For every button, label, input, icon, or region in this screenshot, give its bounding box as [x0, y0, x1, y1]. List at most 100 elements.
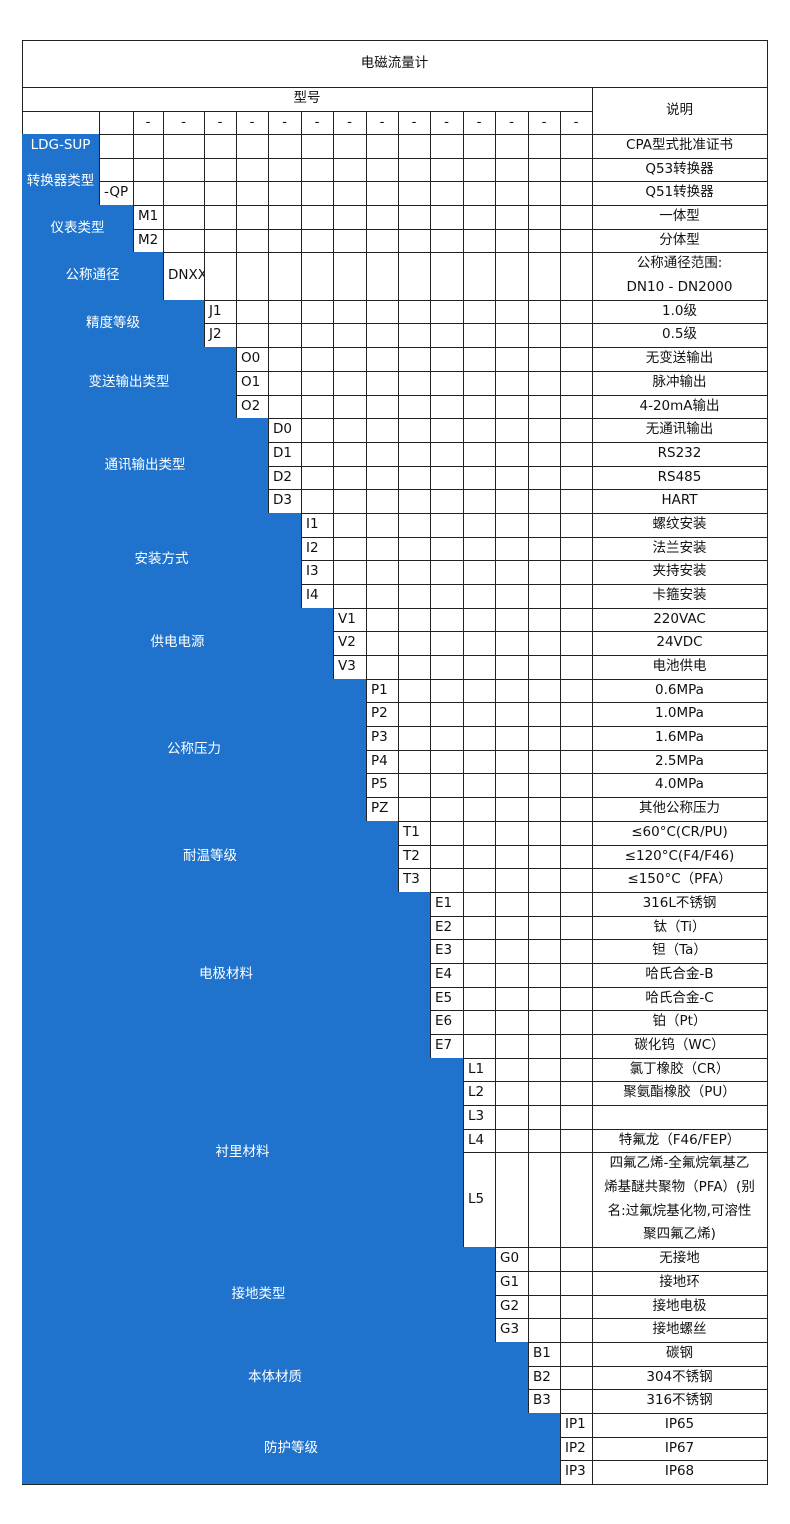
empty-cell: [366, 299, 399, 325]
description: 脉冲输出: [592, 370, 768, 396]
empty-cell: [528, 1057, 561, 1083]
empty-cell: [163, 157, 205, 183]
empty-cell: [430, 181, 464, 207]
empty-cell: [495, 465, 529, 491]
empty-cell: [204, 205, 237, 230]
desc-header: 说明: [592, 87, 768, 135]
empty-cell: [495, 441, 529, 467]
empty-cell: [528, 962, 561, 988]
empty-cell: [560, 749, 593, 775]
empty-cell: [236, 228, 269, 254]
description: ≤150°C（PFA）: [592, 868, 768, 893]
empty-cell: [398, 134, 431, 159]
description: ≤120°C(F4/F46): [592, 844, 768, 870]
empty-cell: [333, 465, 367, 491]
description: 电池供电: [592, 655, 768, 680]
empty-cell: [528, 1247, 561, 1272]
option-code: L3: [463, 1105, 496, 1130]
empty-cell: [495, 631, 529, 657]
empty-cell: [528, 205, 561, 230]
empty-cell: [495, 868, 529, 893]
empty-cell: [430, 299, 464, 325]
empty-cell: [463, 797, 496, 822]
empty-cell: [333, 252, 367, 301]
separator: -: [333, 111, 367, 135]
option-code: E7: [430, 1034, 464, 1059]
empty-cell: [366, 655, 399, 680]
empty-cell: [528, 252, 561, 301]
description: RS485: [592, 465, 768, 491]
group-label: 安装方式: [22, 512, 302, 609]
description: 一体型: [592, 205, 768, 230]
empty-cell: [495, 512, 529, 538]
empty-cell: [495, 1010, 529, 1035]
empty-cell: [333, 560, 367, 585]
empty-cell: [528, 489, 561, 514]
empty-cell: [528, 394, 561, 420]
empty-cell: [528, 1152, 561, 1249]
description: IP67: [592, 1436, 768, 1462]
option-code: P5: [366, 773, 399, 799]
empty-cell: [99, 134, 134, 159]
empty-cell: [495, 418, 529, 443]
empty-cell: [398, 228, 431, 254]
description: HART: [592, 489, 768, 514]
empty-cell: [528, 678, 561, 704]
empty-cell: [333, 584, 367, 609]
empty-cell: [528, 370, 561, 396]
empty-cell: [560, 441, 593, 467]
description: 接地电极: [592, 1294, 768, 1320]
empty-cell: [268, 347, 302, 372]
empty-cell: [366, 157, 399, 183]
empty-cell: [560, 678, 593, 704]
option-code: M1: [133, 205, 164, 230]
empty-cell: [366, 560, 399, 585]
empty-cell: [528, 323, 561, 349]
header-blank: [22, 111, 100, 135]
option-code: P3: [366, 726, 399, 751]
description-line: 聚四氟乙烯): [643, 1226, 716, 1243]
empty-cell: [495, 536, 529, 562]
empty-cell: [333, 441, 367, 467]
option-code: E1: [430, 891, 464, 917]
group-label: 公称压力: [22, 678, 367, 822]
empty-cell: [528, 418, 561, 443]
description: 铂（Pt）: [592, 1010, 768, 1035]
option-code: L4: [463, 1128, 496, 1154]
option-code: O2: [236, 394, 269, 420]
empty-cell: [236, 252, 269, 301]
empty-cell: [463, 441, 496, 467]
empty-cell: [528, 915, 561, 941]
option-code: L2: [463, 1081, 496, 1107]
empty-cell: [495, 726, 529, 751]
group-label: LDG-SUP: [22, 134, 100, 159]
empty-cell: [301, 394, 334, 420]
empty-cell: [333, 157, 367, 183]
empty-cell: [236, 205, 269, 230]
empty-cell: [204, 134, 237, 159]
empty-cell: [463, 844, 496, 870]
description: 特氟龙（F46/FEP）: [592, 1128, 768, 1154]
empty-cell: [560, 418, 593, 443]
empty-cell: [560, 394, 593, 420]
empty-cell: [430, 489, 464, 514]
empty-cell: [301, 228, 334, 254]
model-header: 型号: [22, 87, 593, 112]
empty-cell: [301, 299, 334, 325]
group-label: 供电电源: [22, 607, 334, 680]
option-code: E3: [430, 939, 464, 964]
empty-cell: [366, 228, 399, 254]
empty-cell: [528, 655, 561, 680]
description: 无通讯输出: [592, 418, 768, 443]
empty-cell: [463, 252, 496, 301]
empty-cell: [301, 370, 334, 396]
empty-cell: [560, 631, 593, 657]
empty-cell: [301, 323, 334, 349]
empty-cell: [560, 607, 593, 633]
empty-cell: [463, 773, 496, 799]
option-code: I1: [301, 512, 334, 538]
option-code: J2: [204, 323, 237, 349]
empty-cell: [560, 1318, 593, 1343]
empty-cell: [528, 702, 561, 728]
empty-cell: [366, 512, 399, 538]
